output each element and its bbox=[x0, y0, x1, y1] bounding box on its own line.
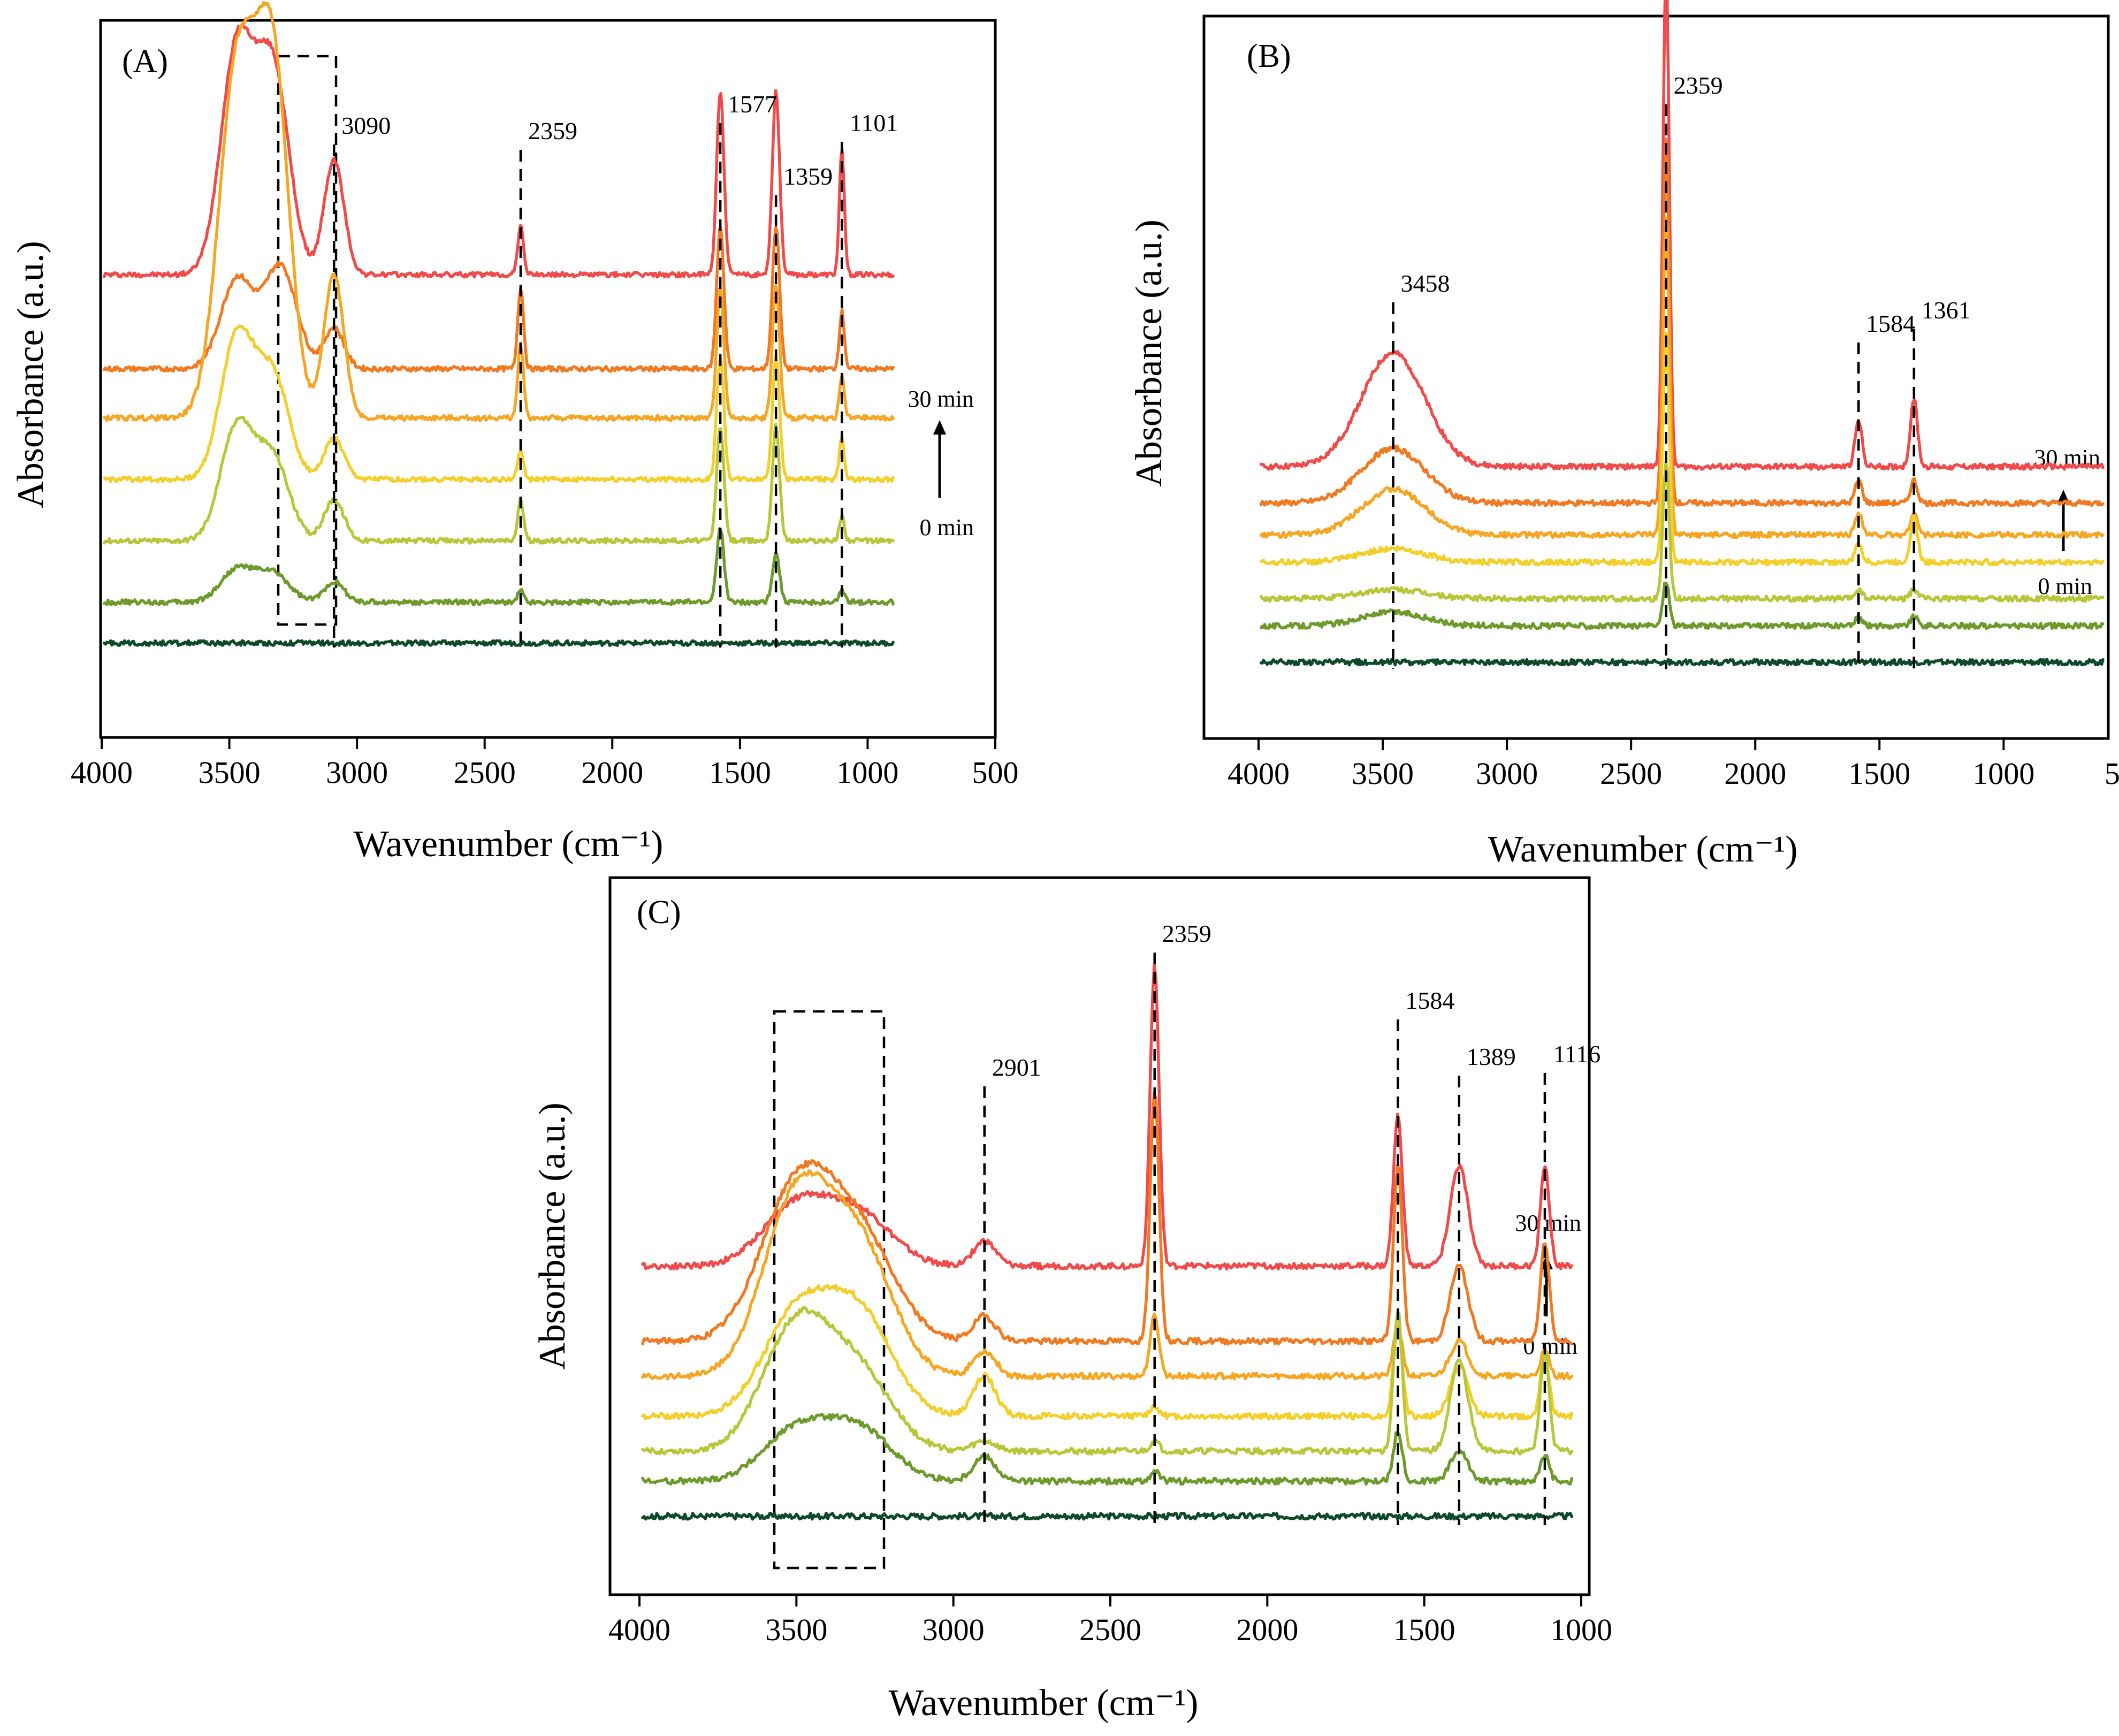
x-tick-label: 4000 bbox=[608, 1612, 670, 1647]
spectrum-trace bbox=[103, 1, 895, 422]
x-tick-label: 4000 bbox=[1228, 756, 1290, 791]
peak-label: 1359 bbox=[783, 163, 833, 190]
x-tick-label: 3000 bbox=[923, 1612, 985, 1647]
panel-b-ylabel: Absorbance (a.u.) bbox=[1129, 219, 1170, 487]
spectrum-trace bbox=[641, 963, 1574, 1271]
spectrum-trace bbox=[103, 324, 895, 484]
spectrum-trace bbox=[1259, 217, 2105, 539]
spectrum-trace bbox=[1259, 0, 2105, 471]
peak-label: 1116 bbox=[1553, 1040, 1601, 1068]
panel-a-ylabel: Absorbance (a.u.) bbox=[10, 241, 51, 508]
x-tick-label: 3500 bbox=[199, 755, 261, 790]
spectrum-trace bbox=[103, 639, 895, 648]
panel-b-frame bbox=[1202, 14, 2110, 740]
spectrum-trace bbox=[103, 23, 895, 279]
panel-c-time-start: 0 min bbox=[1523, 1333, 1577, 1359]
panel-c-ylabel: Absorbance (a.u.) bbox=[532, 1102, 573, 1370]
panel-c-oh-box bbox=[773, 1010, 886, 1570]
peak-label: 1577 bbox=[728, 90, 777, 118]
spectrum-trace bbox=[103, 226, 895, 373]
peak-label: 3458 bbox=[1401, 270, 1450, 297]
x-tick-label: 500 bbox=[972, 755, 1019, 790]
x-tick-label: 3500 bbox=[1352, 756, 1414, 791]
panel-a-time-start: 0 min bbox=[920, 514, 974, 540]
x-tick-label: 500 bbox=[2105, 756, 2119, 791]
panel-c-frame bbox=[608, 876, 1591, 1596]
peak-label: 1389 bbox=[1467, 1043, 1516, 1070]
spectrum-trace bbox=[1259, 332, 2105, 567]
x-tick-label: 1500 bbox=[709, 755, 771, 790]
peak-label: 2359 bbox=[528, 117, 577, 144]
x-tick-label: 4000 bbox=[71, 755, 133, 790]
peak-label: 1361 bbox=[1922, 296, 1971, 324]
panel-a-frame bbox=[99, 19, 997, 739]
spectrum-trace bbox=[641, 1306, 1574, 1456]
peak-label: 2359 bbox=[1674, 72, 1723, 99]
x-tick-label: 2000 bbox=[1236, 1612, 1298, 1647]
x-tick-label: 1000 bbox=[1972, 756, 2034, 791]
x-tick-label: 1000 bbox=[1550, 1612, 1612, 1647]
panel-a-xlabel: Wavenumber (cm⁻¹) bbox=[353, 824, 663, 865]
x-tick-label: 3500 bbox=[765, 1612, 827, 1647]
spectrum-trace bbox=[641, 1511, 1574, 1521]
spectrum-trace bbox=[1259, 138, 2105, 507]
panel-c-time-end: 30 min bbox=[1515, 1210, 1581, 1236]
x-tick-label: 3000 bbox=[1476, 756, 1538, 791]
x-tick-label: 2500 bbox=[454, 755, 516, 790]
peak-label: 2359 bbox=[1162, 920, 1211, 947]
spectrum-trace bbox=[641, 1283, 1574, 1421]
spectrum-trace bbox=[641, 1091, 1574, 1346]
peak-label: 1101 bbox=[850, 109, 898, 136]
x-tick-label: 2000 bbox=[581, 755, 643, 790]
x-tick-label: 3000 bbox=[326, 755, 388, 790]
panel-a-label: (A) bbox=[122, 43, 168, 80]
x-tick-label: 1000 bbox=[836, 755, 898, 790]
spectrum-trace bbox=[1259, 658, 2105, 667]
panel-a-time-arrowhead bbox=[933, 420, 946, 435]
spectrum-trace bbox=[641, 1412, 1574, 1486]
spectrum-trace bbox=[103, 527, 895, 606]
peak-label: 2901 bbox=[992, 1054, 1041, 1081]
x-tick-label: 1500 bbox=[1393, 1612, 1455, 1647]
x-tick-label: 2500 bbox=[1600, 756, 1662, 791]
panel-c: (C) Wavenumber (cm⁻¹) Absorbance (a.u.) … bbox=[532, 876, 1612, 1724]
panel-c-label: (C) bbox=[637, 894, 681, 931]
panel-a: (A) Wavenumber (cm⁻¹) Absorbance (a.u.) … bbox=[10, 1, 1019, 865]
x-tick-label: 1500 bbox=[1848, 756, 1910, 791]
spectrum-trace bbox=[1259, 461, 2105, 603]
peak-label: 1584 bbox=[1866, 310, 1915, 337]
x-tick-label: 2500 bbox=[1079, 1612, 1141, 1647]
panel-b: (B) Wavenumber (cm⁻¹) Absorbance (a.u.) … bbox=[1129, 0, 2119, 870]
x-tick-label: 2000 bbox=[1724, 756, 1786, 791]
panel-a-oh-box bbox=[277, 55, 338, 626]
panel-c-xlabel: Wavenumber (cm⁻¹) bbox=[888, 1682, 1198, 1724]
peak-label: 1584 bbox=[1405, 987, 1454, 1014]
spectrum-trace bbox=[641, 1169, 1574, 1381]
panel-b-label: (B) bbox=[1247, 38, 1291, 74]
peak-label: 3090 bbox=[341, 112, 391, 139]
panel-a-time-end: 30 min bbox=[908, 386, 974, 412]
panel-b-xlabel: Wavenumber (cm⁻¹) bbox=[1488, 829, 1797, 870]
spectrum-trace bbox=[1259, 581, 2105, 630]
spectrum-trace bbox=[103, 415, 895, 545]
